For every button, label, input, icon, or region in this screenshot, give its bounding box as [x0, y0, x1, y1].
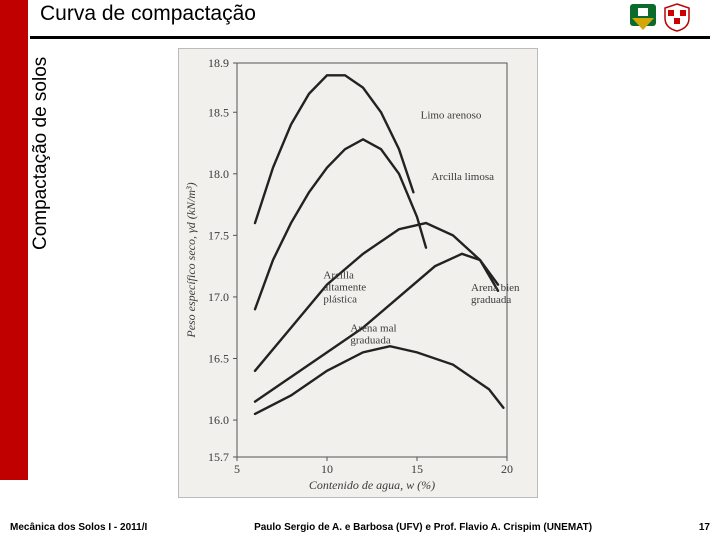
svg-text:Arcilla limosa: Arcilla limosa: [431, 171, 494, 183]
svg-text:Contenido de agua, w (%): Contenido de agua, w (%): [309, 478, 435, 492]
svg-text:15: 15: [411, 462, 423, 476]
logo-shield-2: [662, 2, 692, 32]
svg-text:Arcilla: Arcilla: [323, 269, 354, 281]
svg-text:18.5: 18.5: [208, 105, 229, 119]
footer-center: Paulo Sergio de A. e Barbosa (UFV) e Pro…: [254, 522, 592, 533]
svg-text:Arena mal: Arena mal: [350, 322, 396, 334]
svg-text:plástica: plástica: [323, 293, 357, 305]
svg-text:altamente: altamente: [323, 281, 366, 293]
svg-text:18.0: 18.0: [208, 167, 229, 181]
svg-text:15.7: 15.7: [208, 450, 229, 464]
svg-text:17.0: 17.0: [208, 290, 229, 304]
svg-text:Peso específico seco, γd (kN/m: Peso específico seco, γd (kN/m³): [184, 182, 198, 338]
sidebar-label: Compactação de solos: [30, 57, 52, 250]
chart-svg: 15.7 16.0 16.5 17.0 17.5 18.0 18.5 18.9 5 10 15 20 C…: [179, 49, 539, 499]
svg-text:5: 5: [234, 462, 240, 476]
svg-text:10: 10: [321, 462, 333, 476]
logo-shield-1: [628, 2, 658, 32]
slide: Curva de compactação Compactação de solo…: [0, 0, 720, 540]
logos: [628, 2, 692, 32]
footer-page: 17: [699, 522, 710, 533]
footer-left: Mecânica dos Solos I - 2011/I: [10, 522, 147, 533]
svg-text:Arena bien: Arena bien: [471, 282, 520, 294]
svg-text:graduada: graduada: [350, 334, 390, 346]
header-rule: [30, 36, 710, 39]
footer: Mecânica dos Solos I - 2011/I Paulo Serg…: [0, 514, 720, 540]
svg-text:16.5: 16.5: [208, 352, 229, 366]
svg-text:17.5: 17.5: [208, 228, 229, 242]
svg-text:18.9: 18.9: [208, 56, 229, 70]
svg-text:16.0: 16.0: [208, 413, 229, 427]
page-title: Curva de compactação: [40, 0, 700, 26]
svg-text:20: 20: [501, 462, 513, 476]
compaction-chart: 15.7 16.0 16.5 17.0 17.5 18.0 18.5 18.9 5 10 15 20 C…: [178, 48, 538, 498]
svg-text:graduada: graduada: [471, 294, 511, 306]
svg-text:Limo arenoso: Limo arenoso: [421, 109, 482, 121]
header: Curva de compactação: [40, 0, 700, 36]
accent-bar: [0, 0, 28, 480]
